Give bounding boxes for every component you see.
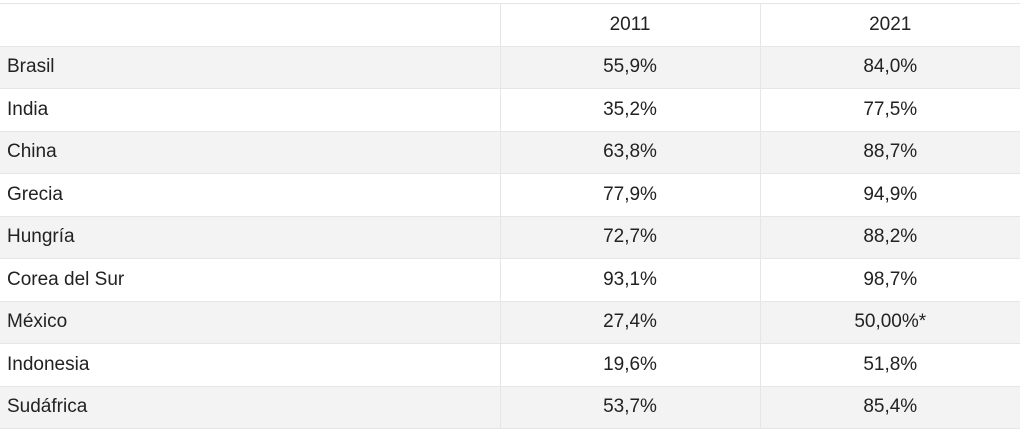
value-cell: 27,4% (499, 300, 760, 344)
value-cell: 72,7% (499, 215, 760, 259)
header-cell: 2021 (759, 3, 1020, 47)
table-container: 2011 2021 Brasil 55,9% 84,0% India 35,2% 77,5%… (0, 3, 1020, 429)
value-cell: 51,8% (759, 343, 1020, 387)
country-cell: México (0, 300, 500, 344)
value-cell: 94,9% (759, 173, 1020, 217)
value-cell: 84,0% (759, 45, 1020, 89)
value-cell: 53,7% (499, 385, 760, 429)
value-cell: 98,7% (759, 258, 1020, 302)
header-row: 2011 2021 (0, 3, 1020, 47)
country-cell: Sudáfrica (0, 385, 500, 429)
value-cell: 50,00%* (759, 300, 1020, 344)
value-cell: 55,9% (499, 45, 760, 89)
country-cell: China (0, 130, 500, 174)
country-cell: Grecia (0, 173, 500, 217)
table-row: Hungría 72,7% 88,2% (0, 215, 1020, 259)
data-table: 2011 2021 Brasil 55,9% 84,0% India 35,2% 77,5%… (0, 3, 1020, 429)
table-row: Sudáfrica 53,7% 85,4% (0, 385, 1020, 429)
value-cell: 19,6% (499, 343, 760, 387)
table-row: Brasil 55,9% 84,0% (0, 45, 1020, 89)
header-cell (0, 3, 500, 47)
country-cell: Indonesia (0, 343, 500, 387)
value-cell: 77,9% (499, 173, 760, 217)
table-row: India 35,2% 77,5% (0, 88, 1020, 132)
header-cell: 2011 (499, 3, 760, 47)
value-cell: 93,1% (499, 258, 760, 302)
value-cell: 88,7% (759, 130, 1020, 174)
country-cell: India (0, 88, 500, 132)
value-cell: 63,8% (499, 130, 760, 174)
value-cell: 77,5% (759, 88, 1020, 132)
table-row: México 27,4% 50,00%* (0, 300, 1020, 344)
country-cell: Hungría (0, 215, 500, 259)
table-row: Corea del Sur 93,1% 98,7% (0, 258, 1020, 302)
country-cell: Corea del Sur (0, 258, 500, 302)
table-row: Indonesia 19,6% 51,8% (0, 343, 1020, 387)
value-cell: 88,2% (759, 215, 1020, 259)
table-row: China 63,8% 88,7% (0, 130, 1020, 174)
country-cell: Brasil (0, 45, 500, 89)
table-row: Grecia 77,9% 94,9% (0, 173, 1020, 217)
value-cell: 35,2% (499, 88, 760, 132)
value-cell: 85,4% (759, 385, 1020, 429)
